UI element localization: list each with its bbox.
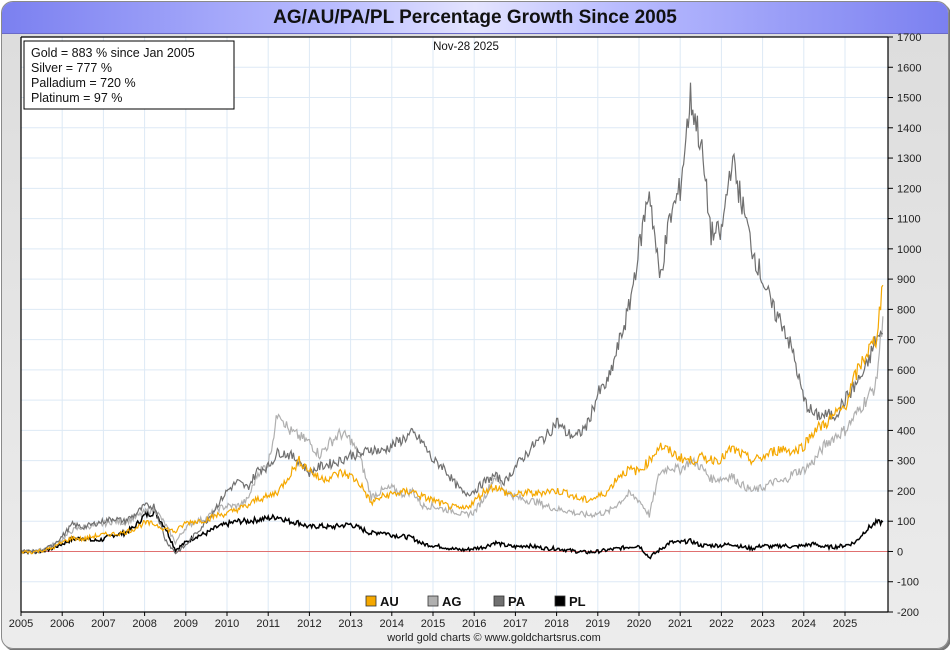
y-tick-label: 1100 (897, 214, 921, 226)
legend-swatch-pl (554, 595, 566, 607)
legend-label-ag: AG (442, 594, 462, 609)
series-line-pl (21, 508, 884, 560)
x-tick-label: 2005 (9, 618, 33, 630)
y-tick-label: 200 (897, 486, 915, 498)
y-tick-label: 1600 (897, 62, 921, 74)
x-tick-label: 2010 (215, 618, 239, 630)
info-platinum: Platinum = 97 % (31, 91, 122, 105)
x-tick-label: 2016 (462, 618, 486, 630)
y-tick-label: -200 (897, 607, 919, 619)
x-tick-label: 2017 (503, 618, 527, 630)
y-tick-label: 1700 (897, 32, 921, 44)
x-tick-label: 2006 (50, 618, 74, 630)
x-tick-label: 2015 (421, 618, 445, 630)
y-tick-label: 0 (897, 546, 903, 558)
legend-label-pa: PA (508, 594, 526, 609)
x-tick-label: 2025 (833, 618, 857, 630)
x-tick-label: 2019 (586, 618, 610, 630)
y-tick-label: 400 (897, 425, 915, 437)
x-tick-label: 2020 (627, 618, 651, 630)
legend: AU AG PA PL (365, 594, 586, 609)
grid-lines (20, 36, 888, 613)
info-gold: Gold = 883 % since Jan 2005 (31, 46, 195, 60)
x-tick-label: 2008 (132, 618, 156, 630)
y-tick-label: 1000 (897, 244, 921, 256)
x-axis-ticks: 2005 2006 2007 2008 2009 2010 2011 2012 2013 2014… (9, 612, 857, 630)
y-tick-label: 500 (897, 395, 915, 407)
x-tick-label: 2007 (91, 618, 115, 630)
legend-swatch-pa (493, 595, 505, 607)
y-axis-ticks: 1700160015001400130012001100100090080070… (888, 32, 921, 619)
legend-swatch-ag (427, 595, 439, 607)
legend-label-au: AU (380, 594, 399, 609)
y-tick-label: 900 (897, 274, 915, 286)
legend-label-pl: PL (569, 594, 586, 609)
y-tick-label: 1200 (897, 183, 921, 195)
series-line-pa (21, 82, 883, 555)
y-tick-label: 700 (897, 335, 915, 347)
credit-text: world gold charts © www.goldchartsrus.co… (386, 632, 601, 644)
info-palladium: Palladium = 720 % (31, 76, 136, 90)
info-silver: Silver = 777 % (31, 61, 112, 75)
y-tick-label: 1500 (897, 93, 921, 105)
y-tick-label: 300 (897, 456, 915, 468)
chart-title: AG/AU/PA/PL Percentage Growth Since 2005 (273, 7, 677, 28)
x-tick-label: 2014 (380, 618, 404, 630)
y-tick-label: 1400 (897, 123, 921, 135)
y-tick-label: 800 (897, 304, 915, 316)
y-tick-label: 1300 (897, 153, 921, 165)
info-box: Gold = 883 % since Jan 2005 Silver = 777… (23, 40, 235, 110)
x-tick-label: 2024 (792, 618, 816, 630)
x-tick-label: 2011 (256, 618, 280, 630)
x-tick-label: 2022 (709, 618, 733, 630)
y-tick-label: -100 (897, 577, 919, 589)
info-box-border (23, 40, 235, 110)
x-tick-label: 2009 (174, 618, 198, 630)
series-group (21, 82, 884, 560)
x-tick-label: 2023 (750, 618, 774, 630)
series-line-au (21, 284, 884, 555)
x-tick-label: 2013 (338, 618, 362, 630)
x-tick-label: 2018 (544, 618, 568, 630)
plot-area (21, 37, 888, 612)
x-tick-label: 2021 (668, 618, 692, 630)
legend-swatch-au (365, 595, 377, 607)
chart-date: Nov-28 2025 (433, 41, 499, 53)
x-tick-label: 2012 (297, 618, 321, 630)
y-tick-label: 600 (897, 365, 915, 377)
series-line-ag (21, 316, 884, 555)
chart-title-bar: AG/AU/PA/PL Percentage Growth Since 2005 (2, 2, 948, 34)
y-tick-label: 100 (897, 516, 915, 528)
